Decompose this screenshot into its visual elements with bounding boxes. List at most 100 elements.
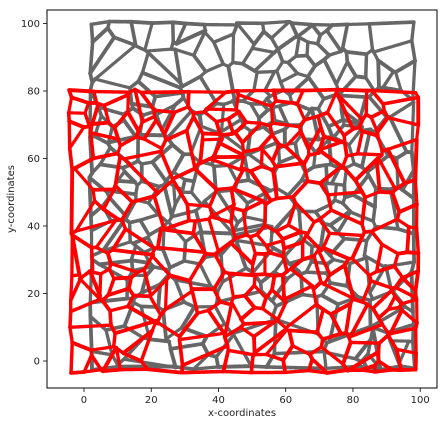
series-1-segment <box>221 62 231 69</box>
series-2-segment <box>100 345 119 374</box>
series-1-segment <box>173 47 183 86</box>
series-2-segment <box>275 195 295 201</box>
series-2-segment <box>348 340 381 345</box>
series-2-segment <box>235 88 276 93</box>
series-1-segment <box>96 105 126 117</box>
series-1-segment <box>336 210 353 235</box>
series-2-segment <box>237 109 248 125</box>
series-2-segment <box>152 194 167 232</box>
series-2-segment <box>345 152 360 158</box>
series-1-segment <box>376 58 381 90</box>
series-2-segment <box>305 179 322 185</box>
series-2-segment <box>312 248 320 258</box>
series-2-segment <box>360 129 380 138</box>
series-1-segment <box>263 69 277 93</box>
series-1-segment <box>112 35 138 48</box>
series-1-segment <box>362 238 369 258</box>
series-1-segment <box>168 259 187 270</box>
series-2-segment <box>133 87 145 124</box>
series-1-segment <box>293 141 300 158</box>
series-2-segment <box>216 240 233 254</box>
series-2-segment <box>300 233 309 245</box>
series-2-segment <box>357 125 365 134</box>
series-2-segment <box>94 245 110 255</box>
series-2-segment <box>273 99 300 106</box>
series-2-segment <box>255 223 267 237</box>
series-2-segment <box>177 337 185 368</box>
plot-frame <box>46 9 438 389</box>
series-1-segment <box>347 129 362 147</box>
series-1-segment <box>305 63 317 79</box>
y-tick-label: 80 <box>27 87 40 98</box>
series-1-segment <box>373 186 378 209</box>
series-layer <box>66 19 421 375</box>
series-2-segment <box>345 332 353 345</box>
series-2-segment <box>287 328 295 348</box>
series-2-segment <box>369 108 387 120</box>
series-2-segment <box>300 254 316 262</box>
series-1-segment <box>333 182 339 202</box>
series-1-segment <box>294 204 301 213</box>
series-2-segment <box>78 277 102 301</box>
series-1-segment <box>252 70 259 92</box>
series-1-segment <box>213 304 227 326</box>
series-1-segment <box>306 75 326 101</box>
series-2-segment <box>239 305 257 322</box>
series-1-segment <box>278 71 300 84</box>
series-2-segment <box>126 293 136 308</box>
series-1-segment <box>368 297 375 303</box>
series-2-segment <box>325 110 346 138</box>
series-2-segment <box>101 187 116 211</box>
series-1-segment <box>286 60 300 76</box>
series-2-segment <box>270 142 282 164</box>
series-2-segment <box>393 275 405 290</box>
series-1-segment <box>150 20 175 25</box>
series-2-segment <box>202 110 219 124</box>
series-2-segment <box>376 307 391 320</box>
series-2-segment <box>315 330 325 342</box>
series-1-segment <box>270 299 278 308</box>
series-1-segment <box>334 60 349 86</box>
series-2-segment <box>218 300 234 307</box>
series-2-segment <box>306 220 316 235</box>
series-1-segment <box>191 365 220 371</box>
series-2-segment <box>317 208 333 222</box>
series-2-segment <box>386 294 397 312</box>
series-2-segment <box>400 269 421 280</box>
series-1-segment <box>122 169 137 185</box>
series-2-segment <box>413 178 419 207</box>
series-1-segment <box>382 260 416 269</box>
series-1-segment <box>232 222 266 233</box>
series-2-segment <box>271 167 279 201</box>
series-2-segment <box>264 239 285 248</box>
series-2-segment <box>208 157 245 173</box>
series-2-segment <box>281 343 295 363</box>
series-2-segment <box>191 231 207 255</box>
series-2-segment <box>346 349 381 373</box>
series-1-segment <box>174 28 208 46</box>
series-2-segment <box>150 319 158 333</box>
series-1-segment <box>309 22 335 27</box>
series-2-segment <box>375 115 390 134</box>
y-axis: 0 20 40 60 80 100 <box>21 19 47 368</box>
series-2-segment <box>348 322 385 339</box>
series-1-segment <box>90 349 114 357</box>
series-1-segment <box>128 79 141 90</box>
series-2-segment <box>72 156 96 171</box>
series-1-segment <box>138 218 151 237</box>
series-1-segment <box>410 100 416 154</box>
series-2-segment <box>200 131 223 136</box>
x-axis: 0 20 40 60 80 100 <box>81 388 430 406</box>
series-1-segment <box>231 225 274 238</box>
series-1-segment <box>182 259 202 266</box>
series-2-segment <box>288 257 305 271</box>
series-2-segment <box>290 344 312 357</box>
series-1-segment <box>172 184 177 207</box>
series-2-segment <box>302 153 311 167</box>
series-2-segment <box>302 162 310 183</box>
series-2-segment <box>145 367 184 375</box>
series-1-segment <box>146 50 183 86</box>
series-2-segment <box>163 277 169 311</box>
series-2-segment <box>192 166 219 192</box>
series-2-segment <box>211 269 227 292</box>
